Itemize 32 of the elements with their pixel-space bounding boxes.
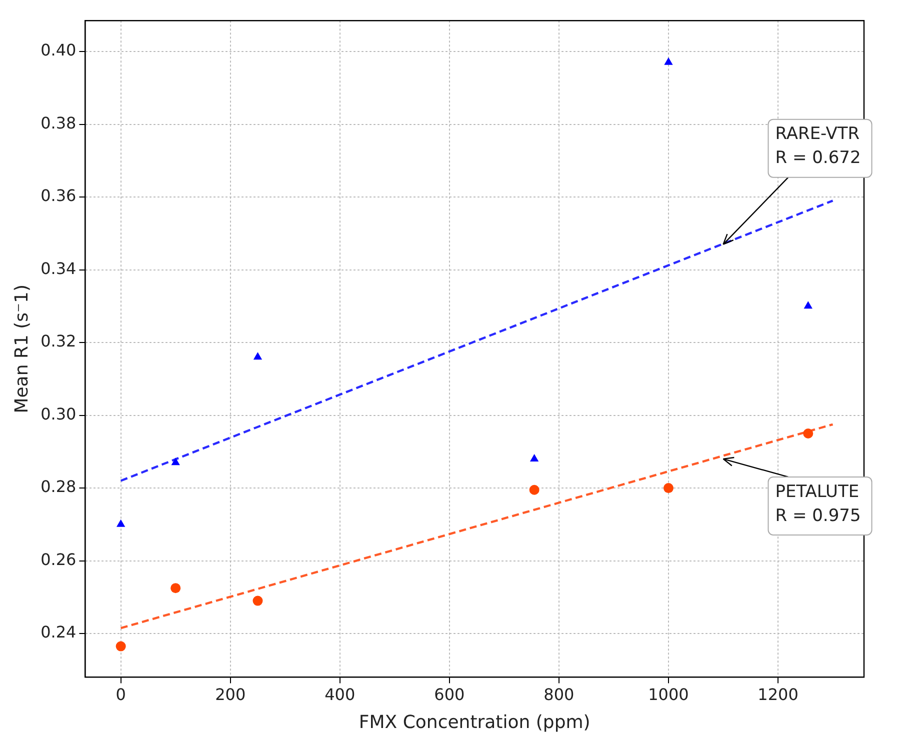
point xyxy=(530,454,539,462)
point xyxy=(253,352,262,360)
x-tick-label: 1000 xyxy=(648,684,689,704)
point xyxy=(170,583,181,594)
x-axis-title: FMX Concentration (ppm) xyxy=(358,712,590,733)
annotation: RARE-VTR R = 0.672 xyxy=(775,124,861,168)
y-tick-label: 0.32 xyxy=(40,332,76,351)
x-tick-label: 600 xyxy=(434,684,465,704)
point xyxy=(529,484,540,495)
x-tick-label: 400 xyxy=(324,684,356,704)
y-tick-label: 0.40 xyxy=(40,40,76,60)
point xyxy=(663,483,674,494)
x-tick-label: 800 xyxy=(544,684,574,704)
x-tick-label: 0 xyxy=(116,684,126,704)
x-tick-label: 200 xyxy=(215,684,246,704)
y-tick-label: 0.26 xyxy=(40,550,76,569)
point xyxy=(116,519,126,527)
x-tick-label: 1200 xyxy=(758,684,798,704)
point xyxy=(804,301,812,309)
point xyxy=(803,428,814,438)
point xyxy=(171,458,180,466)
y-tick-label: 0.24 xyxy=(40,622,76,642)
y-tick-label: 0.30 xyxy=(40,404,76,424)
point xyxy=(664,57,673,65)
y-axis-title: Mean R1 (s⁻1) xyxy=(11,284,32,414)
y-tick-label: 0.28 xyxy=(40,477,76,496)
y-tick-label: 0.34 xyxy=(40,258,76,278)
y-tick-label: 0.36 xyxy=(40,186,76,206)
y-tick-label: 0.38 xyxy=(40,113,76,132)
point xyxy=(116,641,126,652)
point xyxy=(252,596,263,606)
annotation: PETALUTE R = 0.975 xyxy=(775,482,861,526)
